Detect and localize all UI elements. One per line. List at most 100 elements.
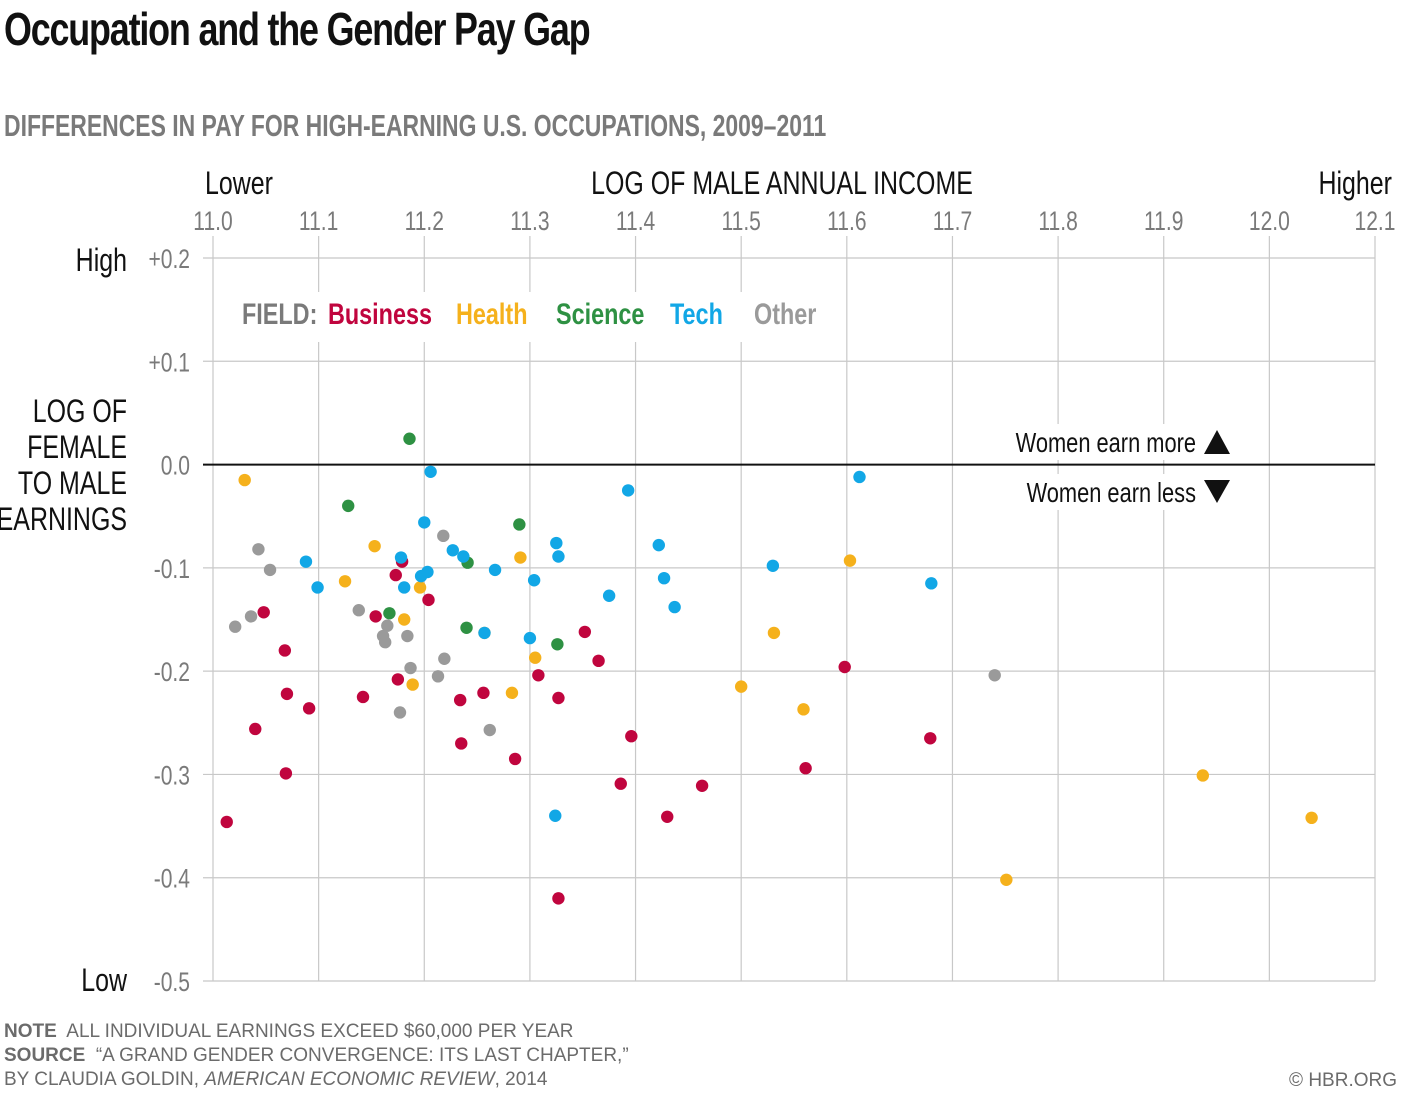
data-point-other	[431, 670, 445, 683]
data-point-tech	[488, 563, 502, 577]
legend: FIELD: Business Health Science Tech Othe…	[232, 292, 817, 342]
y-tick-label: +0.2	[148, 245, 190, 275]
x-tick-label: 11.9	[1144, 207, 1183, 237]
chart-title: Occupation and the Gender Pay Gap	[4, 3, 591, 55]
down-triangle-icon	[1204, 480, 1230, 503]
legend-item-other: Other	[754, 297, 817, 330]
y-tick-labels: +0.2 +0.1 0.0 -0.1 -0.2 -0.3 -0.4 -0.5	[148, 245, 190, 998]
x-tick-label: 12.0	[1249, 207, 1290, 237]
data-point-health	[413, 581, 427, 594]
data-point-business	[369, 610, 382, 623]
annotation-less-text: Women earn less	[1027, 477, 1196, 508]
data-point-science	[551, 638, 564, 651]
data-point-tech	[478, 626, 491, 640]
data-point-tech	[621, 484, 635, 497]
x-tick-label: 11.4	[616, 207, 655, 237]
footer: NOTE ALL INDIVIDUAL EARNINGS EXCEED $60,…	[4, 1020, 629, 1092]
data-point-tech	[299, 555, 313, 568]
y-tick-label: -0.3	[154, 761, 190, 791]
series-other	[228, 529, 1001, 737]
x-tick-label: 12.1	[1355, 207, 1396, 237]
data-point-tech	[657, 571, 671, 585]
data-point-business	[838, 660, 851, 674]
data-point-business	[278, 644, 292, 657]
data-point-other	[381, 619, 394, 632]
footer-source-line-2: BY CLAUDIA GOLDIN, AMERICAN ECONOMIC REV…	[4, 1068, 629, 1092]
data-point-business	[552, 892, 565, 905]
data-point-business	[391, 673, 405, 686]
data-point-health	[505, 686, 519, 700]
y-axis-label-line-4: EARNINGS	[0, 502, 127, 538]
y-tick-label: -0.5	[154, 968, 190, 998]
data-point-other	[393, 706, 407, 719]
data-point-health	[338, 575, 352, 588]
data-point-tech	[552, 550, 565, 563]
data-point-business	[552, 691, 565, 705]
data-point-business	[453, 693, 467, 707]
data-point-other	[401, 629, 414, 643]
note-text: ALL INDIVIDUAL EARNINGS EXCEED $60,000 P…	[66, 1021, 574, 1042]
data-point-business	[614, 777, 627, 790]
data-point-other	[438, 652, 451, 665]
data-point-tech	[652, 538, 665, 552]
data-point-business	[578, 625, 592, 639]
data-point-science	[460, 621, 473, 634]
data-point-tech	[311, 581, 324, 594]
data-point-tech	[925, 577, 938, 590]
x-low-label: Lower	[205, 166, 273, 202]
y-low-label: Low	[81, 963, 127, 999]
annotation-less-background	[1028, 474, 1238, 510]
data-point-science	[342, 499, 355, 513]
x-high-label: Higher	[1318, 166, 1392, 202]
data-point-science	[403, 432, 416, 445]
data-point-business	[280, 687, 294, 701]
data-point-other	[988, 669, 1001, 682]
up-triangle-icon	[1204, 430, 1230, 454]
data-point-tech	[394, 551, 408, 564]
data-point-business	[625, 730, 638, 743]
y-axis-label: LOG OF FEMALE TO MALE EARNINGS	[0, 394, 127, 538]
data-point-tech	[602, 589, 616, 602]
data-point-health	[767, 626, 781, 640]
data-point-business	[279, 767, 293, 780]
x-tick-label: 11.1	[299, 207, 338, 237]
data-point-other	[228, 620, 242, 633]
annotation-more-text: Women earn more	[1016, 427, 1196, 458]
data-point-tech	[523, 631, 537, 645]
x-tick-label: 11.2	[405, 207, 444, 237]
y-tick-label: -0.1	[154, 554, 190, 584]
copyright: © HBR.ORG	[1289, 1070, 1397, 1091]
data-point-other	[352, 604, 365, 617]
x-tick-label: 11.0	[193, 207, 232, 237]
data-point-health	[368, 539, 381, 553]
legend-item-tech: Tech	[670, 297, 723, 330]
x-tick-label: 11.8	[1038, 207, 1077, 237]
source-label: SOURCE	[4, 1045, 86, 1066]
data-point-tech	[421, 565, 434, 579]
data-point-tech	[853, 470, 866, 484]
data-point-business	[302, 702, 316, 715]
data-points	[220, 432, 1318, 905]
series-tech	[299, 465, 938, 822]
legend-item-business: Business	[328, 297, 432, 330]
legend-item-science: Science	[556, 297, 644, 330]
legend-background	[232, 292, 744, 342]
source-journal: AMERICAN ECONOMIC REVIEW	[204, 1069, 495, 1090]
data-point-tech	[446, 544, 459, 557]
data-point-health	[528, 651, 542, 664]
footer-note: NOTE ALL INDIVIDUAL EARNINGS EXCEED $60,…	[4, 1020, 629, 1044]
data-point-health	[398, 613, 411, 626]
y-high-label: High	[76, 243, 127, 279]
data-point-business	[477, 686, 490, 700]
data-point-other	[378, 636, 392, 649]
data-point-tech	[766, 559, 780, 572]
data-point-business	[799, 762, 812, 775]
data-point-health	[1000, 873, 1013, 886]
data-point-tech	[668, 600, 681, 614]
data-point-health	[734, 680, 748, 693]
x-tick-label: 11.5	[721, 207, 760, 237]
data-point-health	[1305, 811, 1318, 825]
data-point-other	[244, 610, 258, 623]
data-point-business	[389, 568, 402, 582]
y-axis-label-line-2: FEMALE	[27, 430, 127, 466]
